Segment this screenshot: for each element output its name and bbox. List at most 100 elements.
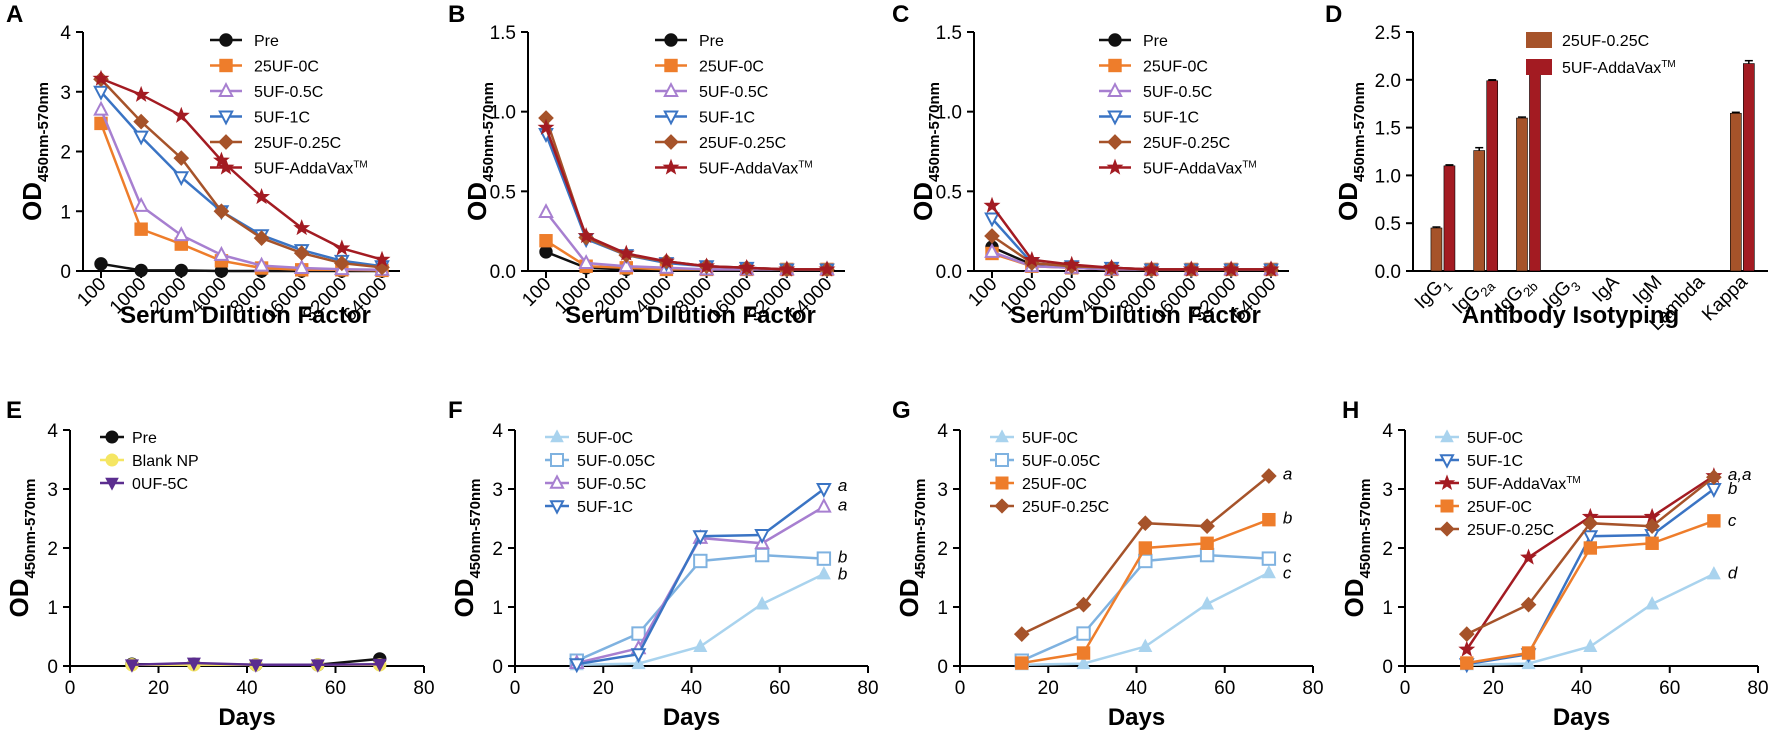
legend-marker: [664, 33, 678, 47]
legend-entry: Pre: [1099, 33, 1168, 50]
legend-marker: [1107, 134, 1123, 150]
data-point: [253, 230, 270, 246]
y-axis-title-main: OD: [894, 579, 924, 618]
data-point: [1645, 596, 1660, 610]
legend-label-main: 5UF-AddaVax: [254, 161, 353, 178]
data-point: [173, 150, 190, 166]
y-tick-label: 2.5: [1375, 23, 1401, 44]
series-25uf-0c: [1015, 512, 1276, 670]
legend-label: 5UF-AddaVaxTM: [699, 160, 813, 178]
data-point: [92, 69, 110, 86]
data-point: [133, 130, 149, 146]
legend-marker: [105, 430, 119, 444]
significance-letter: a: [1283, 464, 1292, 483]
data-point: [1023, 250, 1041, 268]
y-axis-title: OD450nm-570nm: [4, 478, 39, 617]
data-point: [778, 260, 796, 277]
panel-letter: F: [448, 397, 463, 424]
data-point: [698, 257, 716, 274]
legend-marker: [218, 134, 234, 150]
x-axis-title: Days: [1108, 704, 1165, 731]
y-tick-label: 1.5: [1375, 119, 1401, 140]
legend-entry: 25UF-0C: [655, 59, 764, 76]
legend-label: Pre: [132, 430, 157, 447]
legend-marker: [549, 474, 565, 489]
y-axis-title-main: OD: [449, 579, 479, 618]
legend-label: 25UF-0.25C: [1022, 499, 1109, 516]
y-tick-label: 1: [1382, 598, 1393, 619]
legend-label: 25UF-0C: [699, 59, 764, 76]
x-tick-label: 60: [325, 678, 346, 699]
legend-marker: [219, 58, 233, 73]
panel-B: B0.00.51.01.5100100020004000800016000320…: [448, 1, 845, 329]
series-line: [990, 204, 1271, 271]
x-tick-label: 100: [518, 274, 555, 311]
data-point: [537, 118, 555, 135]
legend-entry: 5UF-0.5C: [655, 82, 768, 101]
legend-label: 25UF-0C: [1467, 499, 1532, 516]
data-point: [693, 553, 708, 569]
legend-entry: 5UF-0C: [990, 429, 1078, 447]
panel-letter: A: [6, 1, 23, 28]
data-point: [1182, 260, 1200, 277]
data-point: [1075, 596, 1092, 613]
data-point: [1706, 566, 1721, 580]
y-tick-label: 1: [937, 598, 948, 619]
x-tick-label: 0: [1400, 678, 1411, 699]
data-point: [124, 659, 139, 673]
data-point: [1644, 518, 1660, 535]
y-tick-label: 0: [492, 657, 503, 678]
legend-entry: 5UF-0.05C: [990, 453, 1100, 470]
significance-letter: c: [1283, 547, 1292, 566]
data-point: [816, 483, 832, 498]
significance-letter: a,a: [1728, 465, 1752, 484]
x-axis-title: Days: [218, 704, 275, 731]
y-tick-label: 2: [60, 143, 71, 164]
legend-entry: Pre: [210, 33, 279, 50]
legend-entry: 25UF-0C: [210, 59, 319, 76]
data-point: [1520, 596, 1537, 613]
data-point: [1199, 547, 1215, 563]
data-point: [631, 626, 646, 641]
legend-marker: [549, 500, 565, 515]
legend-label-main: 5UF-AddaVax: [1467, 476, 1566, 493]
series-5uf-addavax: [983, 196, 1280, 277]
y-tick-label: 1: [47, 598, 58, 619]
y-axis-title-main: OD: [1339, 579, 1369, 618]
series-5uf-addavax: [537, 118, 836, 277]
data-point: [94, 257, 108, 271]
legend-label-main: 5UF-AddaVax: [699, 161, 798, 178]
y-tick-label: 0: [60, 262, 71, 283]
data-point: [1015, 656, 1029, 670]
data-point: [984, 212, 1000, 228]
legend-marker: [1107, 110, 1123, 126]
y-axis-title-main: OD: [1333, 182, 1363, 221]
data-point: [1013, 626, 1030, 642]
data-point: [1583, 638, 1598, 652]
data-point: [816, 566, 831, 580]
legend-label: Pre: [254, 33, 279, 50]
data-point: [134, 263, 148, 278]
legend-entry: 25UF-0C: [1435, 499, 1532, 516]
legend-label: 5UF-AddaVaxTM: [1143, 160, 1257, 178]
data-point: [578, 254, 594, 269]
y-axis-title-main: OD: [17, 182, 47, 221]
data-point: [1582, 515, 1599, 532]
data-point: [1103, 258, 1121, 275]
legend-entry: 5UF-0.5C: [1099, 82, 1212, 101]
y-tick-label: 1: [60, 202, 71, 223]
legend-entry: Pre: [100, 430, 157, 447]
data-point: [132, 85, 150, 102]
data-point: [738, 258, 756, 275]
legend-swatch: [1526, 59, 1552, 75]
y-tick-label: 3: [1382, 480, 1393, 501]
x-tick-label: IgG1: [1411, 272, 1455, 316]
legend-marker: [663, 110, 679, 126]
legend-entry: 5UF-AddaVaxTM: [1435, 474, 1581, 493]
data-point: [1262, 512, 1276, 527]
x-tick-label: 0: [510, 678, 521, 699]
y-tick-label: 3: [47, 480, 58, 501]
